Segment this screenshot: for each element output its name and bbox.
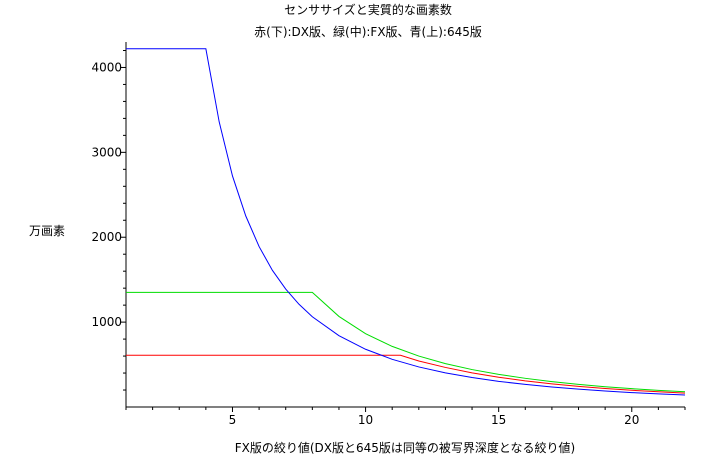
y-tick-label: 1000: [91, 315, 122, 329]
y-tick-label: 4000: [91, 60, 122, 74]
axes: [125, 42, 685, 408]
y-axis-label: 万画素: [29, 224, 65, 238]
series-lines: [126, 48, 686, 396]
y-tick-label: 2000: [91, 230, 122, 244]
x-axis-label: FX版の絞り値(DX版と645版は同等の被写界深度となる絞り値): [235, 440, 576, 455]
series-line-2: [126, 48, 686, 396]
series-line-1: [126, 291, 686, 393]
x-tick-label: 20: [624, 413, 639, 427]
chart-title: センササイズと実質的な画素数: [284, 2, 452, 17]
series-line-0: [126, 354, 686, 394]
x-tick-label: 15: [491, 413, 506, 427]
y-tick-label: 3000: [91, 145, 122, 159]
tick-labels: 5 10 15 20 1000 2000 3000 4000: [91, 60, 639, 427]
x-tick-label: 10: [358, 413, 373, 427]
x-tick-label: 5: [229, 413, 237, 427]
chart-subtitle: 赤(下):DX版、緑(中):FX版、青(上):645版: [254, 24, 482, 39]
ticks: [121, 49, 686, 412]
